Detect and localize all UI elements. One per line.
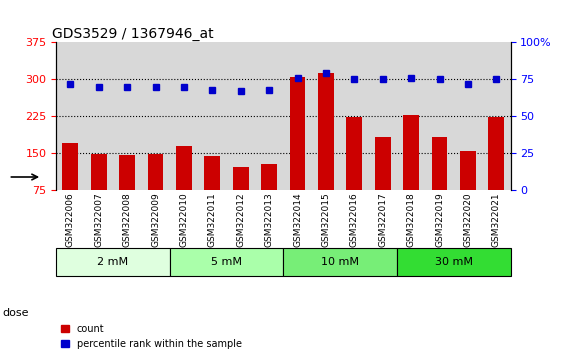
Text: GSM322011: GSM322011 xyxy=(208,193,217,247)
Bar xyxy=(169,249,283,276)
Bar xyxy=(397,249,511,276)
Bar xyxy=(283,249,397,276)
Bar xyxy=(91,154,107,189)
Bar xyxy=(489,118,504,189)
Text: 2 mM: 2 mM xyxy=(98,257,128,267)
Bar xyxy=(205,156,220,189)
Text: GSM322019: GSM322019 xyxy=(435,193,444,247)
Bar xyxy=(460,151,476,189)
Bar xyxy=(56,249,169,276)
Text: GSM322017: GSM322017 xyxy=(378,193,387,247)
Text: GSM322020: GSM322020 xyxy=(463,193,472,247)
Text: GSM322016: GSM322016 xyxy=(350,193,359,247)
Text: dose: dose xyxy=(3,308,29,318)
Bar xyxy=(62,143,78,189)
Text: GSM322015: GSM322015 xyxy=(321,193,330,247)
Text: GSM322010: GSM322010 xyxy=(180,193,188,247)
Text: GSM322014: GSM322014 xyxy=(293,193,302,247)
Text: GSM322009: GSM322009 xyxy=(151,193,160,247)
Bar xyxy=(233,167,249,189)
Bar xyxy=(347,118,362,189)
Bar xyxy=(148,154,163,189)
Legend: count, percentile rank within the sample: count, percentile rank within the sample xyxy=(61,324,242,349)
Bar xyxy=(119,155,135,189)
Bar xyxy=(432,137,447,189)
Text: GSM322007: GSM322007 xyxy=(94,193,103,247)
Text: 5 mM: 5 mM xyxy=(211,257,242,267)
Text: GSM322021: GSM322021 xyxy=(492,193,501,247)
Bar xyxy=(375,137,390,189)
Bar xyxy=(176,147,192,189)
Text: 10 mM: 10 mM xyxy=(321,257,359,267)
Text: GSM322012: GSM322012 xyxy=(236,193,245,247)
Bar xyxy=(318,73,334,189)
Bar xyxy=(289,77,305,189)
Text: GSM322008: GSM322008 xyxy=(123,193,132,247)
Text: GSM322018: GSM322018 xyxy=(407,193,416,247)
Text: GDS3529 / 1367946_at: GDS3529 / 1367946_at xyxy=(52,28,213,41)
Text: GSM322006: GSM322006 xyxy=(66,193,75,247)
Text: 30 mM: 30 mM xyxy=(435,257,473,267)
Bar xyxy=(403,115,419,189)
Text: GSM322013: GSM322013 xyxy=(265,193,274,247)
Bar xyxy=(261,164,277,189)
